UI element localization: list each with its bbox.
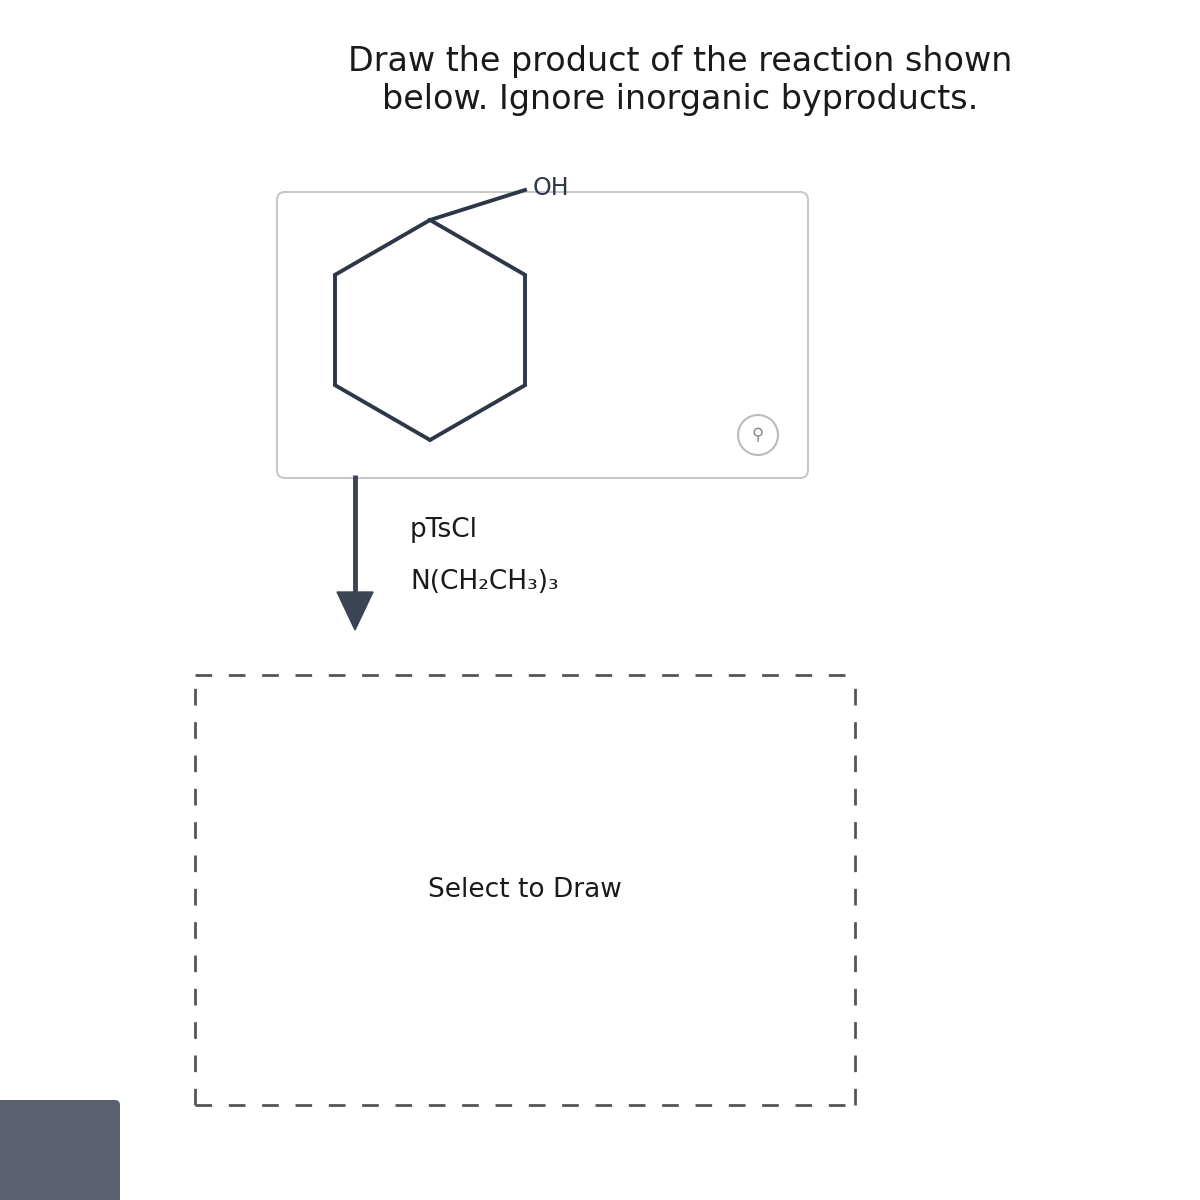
- Text: N(CH₂CH₃)₃: N(CH₂CH₃)₃: [410, 569, 559, 595]
- Text: Select to Draw: Select to Draw: [428, 877, 622, 902]
- Text: OH: OH: [533, 176, 570, 200]
- Text: below. Ignore inorganic byproducts.: below. Ignore inorganic byproducts.: [382, 84, 978, 116]
- Text: Draw the product of the reaction shown: Draw the product of the reaction shown: [348, 46, 1012, 78]
- Text: pTsCl: pTsCl: [410, 517, 478, 542]
- Circle shape: [738, 415, 778, 455]
- FancyBboxPatch shape: [277, 192, 808, 478]
- FancyBboxPatch shape: [0, 1100, 120, 1200]
- Polygon shape: [337, 592, 373, 630]
- Text: ⚲: ⚲: [752, 426, 764, 444]
